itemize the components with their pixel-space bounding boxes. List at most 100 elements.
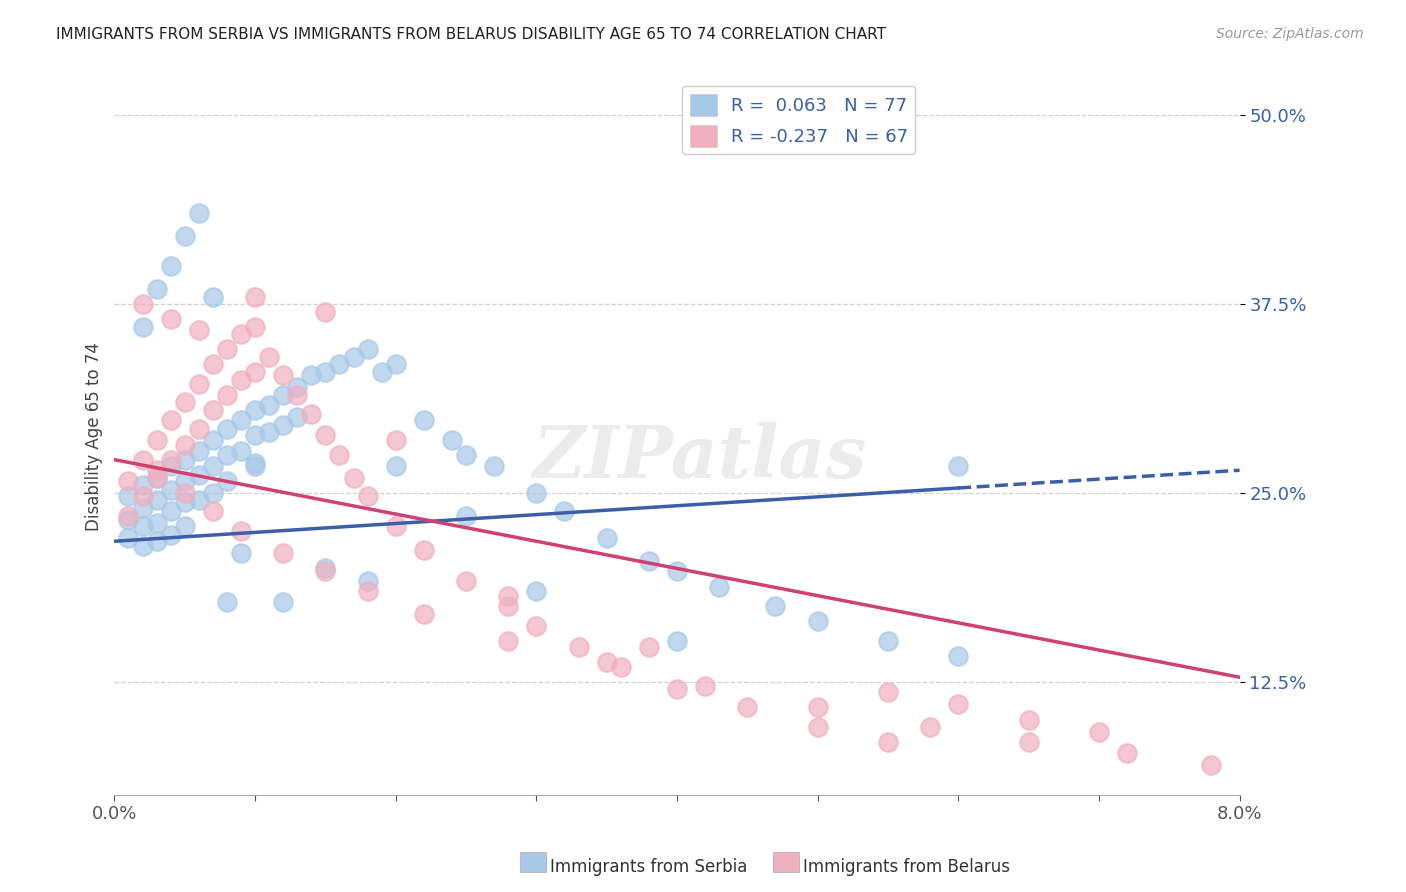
Point xyxy=(257,425,280,440)
Point xyxy=(257,398,280,412)
Point xyxy=(243,456,266,470)
Point xyxy=(595,655,617,669)
Point xyxy=(807,720,830,734)
Point xyxy=(145,516,167,530)
Point xyxy=(384,519,406,533)
Text: Immigrants from Belarus: Immigrants from Belarus xyxy=(803,858,1010,876)
Point xyxy=(159,312,181,326)
Point xyxy=(173,437,195,451)
Point xyxy=(117,531,139,545)
Point xyxy=(299,408,322,422)
Point xyxy=(159,452,181,467)
Point xyxy=(342,471,364,485)
Point xyxy=(173,519,195,533)
Point xyxy=(243,428,266,442)
Point xyxy=(412,413,434,427)
Point xyxy=(229,546,252,560)
Point xyxy=(412,607,434,621)
Point xyxy=(1018,735,1040,749)
Point xyxy=(215,448,238,462)
Point xyxy=(314,428,336,442)
Point xyxy=(524,486,547,500)
Point xyxy=(877,685,900,699)
Point xyxy=(145,493,167,508)
Point xyxy=(877,735,900,749)
Point xyxy=(173,395,195,409)
Point xyxy=(201,486,224,500)
Point xyxy=(173,495,195,509)
Legend: R =  0.063   N = 77, R = -0.237   N = 67: R = 0.063 N = 77, R = -0.237 N = 67 xyxy=(682,87,915,154)
Point xyxy=(187,377,209,392)
Point xyxy=(145,471,167,485)
Point xyxy=(187,443,209,458)
Point xyxy=(342,350,364,364)
Point xyxy=(1088,724,1111,739)
Point xyxy=(384,433,406,447)
Point xyxy=(117,508,139,523)
Point xyxy=(807,700,830,714)
Point xyxy=(920,720,942,734)
Point xyxy=(454,508,477,523)
Point xyxy=(131,297,153,311)
Point xyxy=(285,380,308,394)
Point xyxy=(257,350,280,364)
Point xyxy=(117,489,139,503)
Point xyxy=(1201,757,1223,772)
Point xyxy=(229,524,252,538)
Point xyxy=(243,289,266,303)
Point xyxy=(271,595,294,609)
Point xyxy=(215,474,238,488)
Point xyxy=(496,599,519,614)
Point xyxy=(665,682,688,697)
Point xyxy=(173,229,195,244)
Text: Immigrants from Serbia: Immigrants from Serbia xyxy=(550,858,747,876)
Point xyxy=(145,463,167,477)
Point xyxy=(201,289,224,303)
Point xyxy=(285,410,308,425)
Point xyxy=(765,599,787,614)
Point xyxy=(159,528,181,542)
Point xyxy=(173,452,195,467)
Point xyxy=(384,358,406,372)
Point xyxy=(877,634,900,648)
Point xyxy=(201,358,224,372)
Point xyxy=(1018,713,1040,727)
Point xyxy=(637,554,659,568)
Point xyxy=(1116,746,1139,760)
Point xyxy=(496,634,519,648)
Text: IMMIGRANTS FROM SERBIA VS IMMIGRANTS FROM BELARUS DISABILITY AGE 65 TO 74 CORREL: IMMIGRANTS FROM SERBIA VS IMMIGRANTS FRO… xyxy=(56,27,886,42)
Point xyxy=(299,368,322,382)
Point xyxy=(314,565,336,579)
Point xyxy=(948,649,970,664)
Point xyxy=(229,413,252,427)
Point xyxy=(201,402,224,417)
Point xyxy=(567,640,589,654)
Point xyxy=(187,467,209,482)
Point xyxy=(271,387,294,401)
Point xyxy=(187,206,209,220)
Point xyxy=(356,584,378,599)
Point xyxy=(145,433,167,447)
Point xyxy=(609,659,631,673)
Point xyxy=(187,422,209,436)
Point xyxy=(440,433,463,447)
Point xyxy=(131,489,153,503)
Point xyxy=(482,458,505,473)
Point xyxy=(229,373,252,387)
Point xyxy=(693,679,716,693)
Point xyxy=(637,640,659,654)
Point xyxy=(131,519,153,533)
Point xyxy=(356,489,378,503)
Point xyxy=(201,504,224,518)
Point xyxy=(131,452,153,467)
Point xyxy=(131,539,153,553)
Point xyxy=(524,619,547,633)
Text: Source: ZipAtlas.com: Source: ZipAtlas.com xyxy=(1216,27,1364,41)
Point xyxy=(665,565,688,579)
Point xyxy=(159,413,181,427)
Point xyxy=(948,698,970,712)
Point xyxy=(243,458,266,473)
Point xyxy=(131,501,153,516)
Point xyxy=(145,282,167,296)
Point xyxy=(215,387,238,401)
